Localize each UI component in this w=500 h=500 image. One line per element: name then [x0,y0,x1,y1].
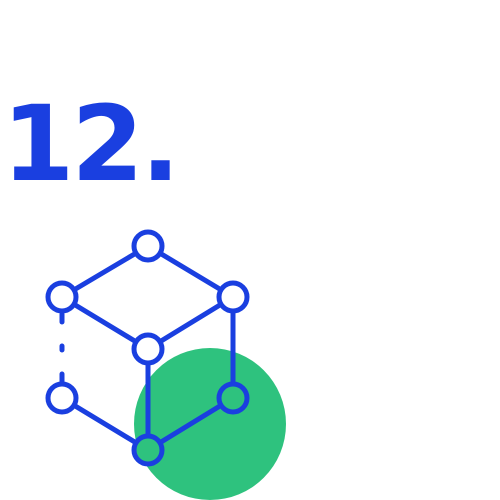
node-bottom-left [45,381,79,415]
cube-edges [59,243,236,453]
edge-left-front [59,294,151,352]
edge-bottom-right [145,395,236,453]
node-front [131,332,165,366]
node-right [216,280,250,314]
accent-circle [134,348,286,500]
node-left [45,280,79,314]
edge-top-left [59,243,151,300]
node-top [131,229,165,263]
edge-top-right [145,243,236,300]
cube-nodes [45,229,250,467]
node-bottom-right [216,381,250,415]
step-number-heading: 12. [2,83,180,205]
edge-right-front [145,294,236,352]
node-bottom-front [131,433,165,467]
edge-bottom-left [59,395,151,453]
